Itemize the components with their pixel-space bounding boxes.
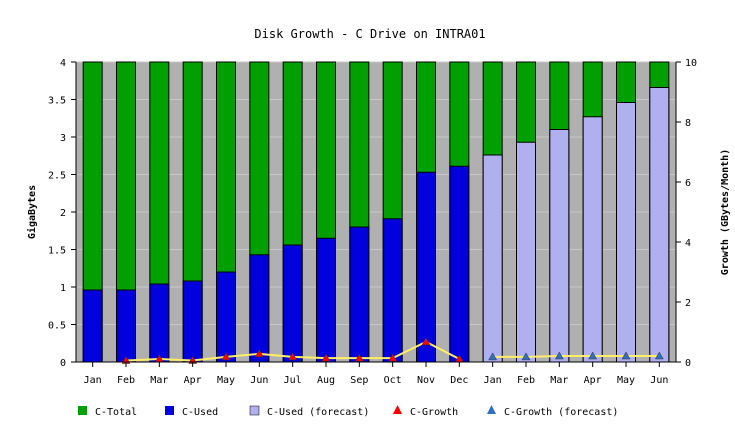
x-tick-label: Jun: [250, 375, 268, 386]
legend-label: C-Growth: [410, 407, 458, 418]
legend-label: C-Used (forecast): [267, 407, 369, 418]
y2-tick-label: 8: [685, 118, 691, 129]
x-tick-label: Nov: [417, 375, 435, 386]
bar-c-used: [282, 244, 303, 363]
c-growth-forecast-marker: [654, 351, 664, 360]
legend-label: C-Used: [182, 407, 218, 418]
c-growth-marker: [288, 352, 298, 361]
legend-swatch: [249, 405, 260, 416]
c-growth-forecast-line: [492, 355, 660, 358]
legend-swatch: [78, 406, 87, 415]
c-growth-marker: [354, 353, 364, 362]
c-growth-marker: [254, 349, 264, 358]
x-tick-label: Oct: [384, 375, 402, 386]
c-growth-marker: [421, 337, 431, 346]
x-tick-label: Jan: [484, 375, 502, 386]
y-tick-label: 2: [60, 208, 66, 219]
x-tick-label: Apr: [584, 375, 602, 386]
legend: C-Total C-Used C-Used (forecast) C-Growth C-…: [78, 405, 618, 418]
x-tick-label: May: [217, 375, 235, 386]
y2-tick-label: 10: [685, 58, 697, 69]
bar-c-used-forecast: [616, 102, 636, 363]
c-growth-forecast-marker: [488, 352, 498, 361]
bar-c-used: [316, 237, 336, 363]
y2-tick-label: 6: [685, 178, 691, 189]
bar-c-used: [449, 165, 470, 363]
bar-c-used-forecast: [482, 154, 503, 363]
x-tick-label: Jan: [84, 375, 102, 386]
y2-tick-label: 0: [685, 358, 691, 369]
y2-tick-label: 2: [685, 298, 691, 309]
chart-title: Disk Growth - C Drive on INTRA01: [254, 27, 485, 41]
y-tick-label: 0: [60, 358, 66, 369]
legend-swatch: [165, 406, 174, 415]
bar-c-used: [149, 283, 170, 363]
c-growth-forecast-marker: [521, 352, 531, 361]
x-tick-label: Sep: [350, 375, 368, 386]
x-tick-label: Feb: [117, 375, 135, 386]
bar-c-used: [216, 271, 236, 363]
bar-c-used: [349, 226, 370, 363]
bar-c-used-forecast: [516, 141, 536, 363]
x-tick-label: Dec: [450, 375, 468, 386]
bar-c-used: [182, 280, 203, 363]
bar-c-used: [416, 171, 436, 363]
y-tick-label: 1.5: [48, 246, 66, 257]
x-tick-label: Apr: [184, 375, 202, 386]
bar-c-used: [116, 289, 136, 363]
x-tick-label: Mar: [550, 375, 568, 386]
legend-label: C-Growth (forecast): [504, 407, 618, 418]
c-growth-forecast-marker: [588, 351, 598, 360]
x-tick-label: Jul: [284, 375, 302, 386]
x-tick-label: Mar: [150, 375, 168, 386]
bar-c-used-forecast: [582, 116, 603, 363]
bar-c-used-forecast: [549, 129, 570, 363]
legend-label: C-Total: [95, 407, 137, 418]
plot-area: 0 0.5 1 1.5 2 2.5 3 3.5 4 0 2 4 6 8 10 Jan Feb Mar Apr May J…: [26, 58, 731, 386]
y-tick-label: 2.5: [48, 171, 66, 182]
c-growth-marker: [221, 352, 231, 361]
y-axis-title: GigaBytes: [26, 185, 38, 239]
y-tick-label: 3.5: [48, 96, 66, 107]
bar-c-used: [249, 254, 270, 363]
y2-tick-label: 4: [685, 238, 691, 249]
bar-c-used-forecast: [649, 87, 670, 363]
bar-c-used: [382, 218, 403, 363]
c-growth-marker: [321, 353, 331, 362]
y2-axis-title: Growth (GBytes/Month): [720, 149, 731, 275]
y-tick-label: 4: [60, 58, 66, 69]
x-tick-label: Feb: [517, 375, 535, 386]
x-tick-label: May: [617, 375, 635, 386]
c-growth-forecast-marker: [621, 351, 631, 360]
legend-swatch: [393, 405, 402, 414]
x-tick-label: Aug: [317, 375, 335, 386]
bar-c-used: [82, 289, 103, 363]
c-growth-marker: [388, 353, 398, 362]
y-tick-label: 1: [60, 283, 66, 294]
x-tick-label: Jun: [650, 375, 668, 386]
y-tick-label: 0.5: [48, 321, 66, 332]
y-tick-label: 3: [60, 133, 66, 144]
c-growth-forecast-marker: [554, 351, 564, 360]
legend-swatch: [487, 405, 496, 414]
